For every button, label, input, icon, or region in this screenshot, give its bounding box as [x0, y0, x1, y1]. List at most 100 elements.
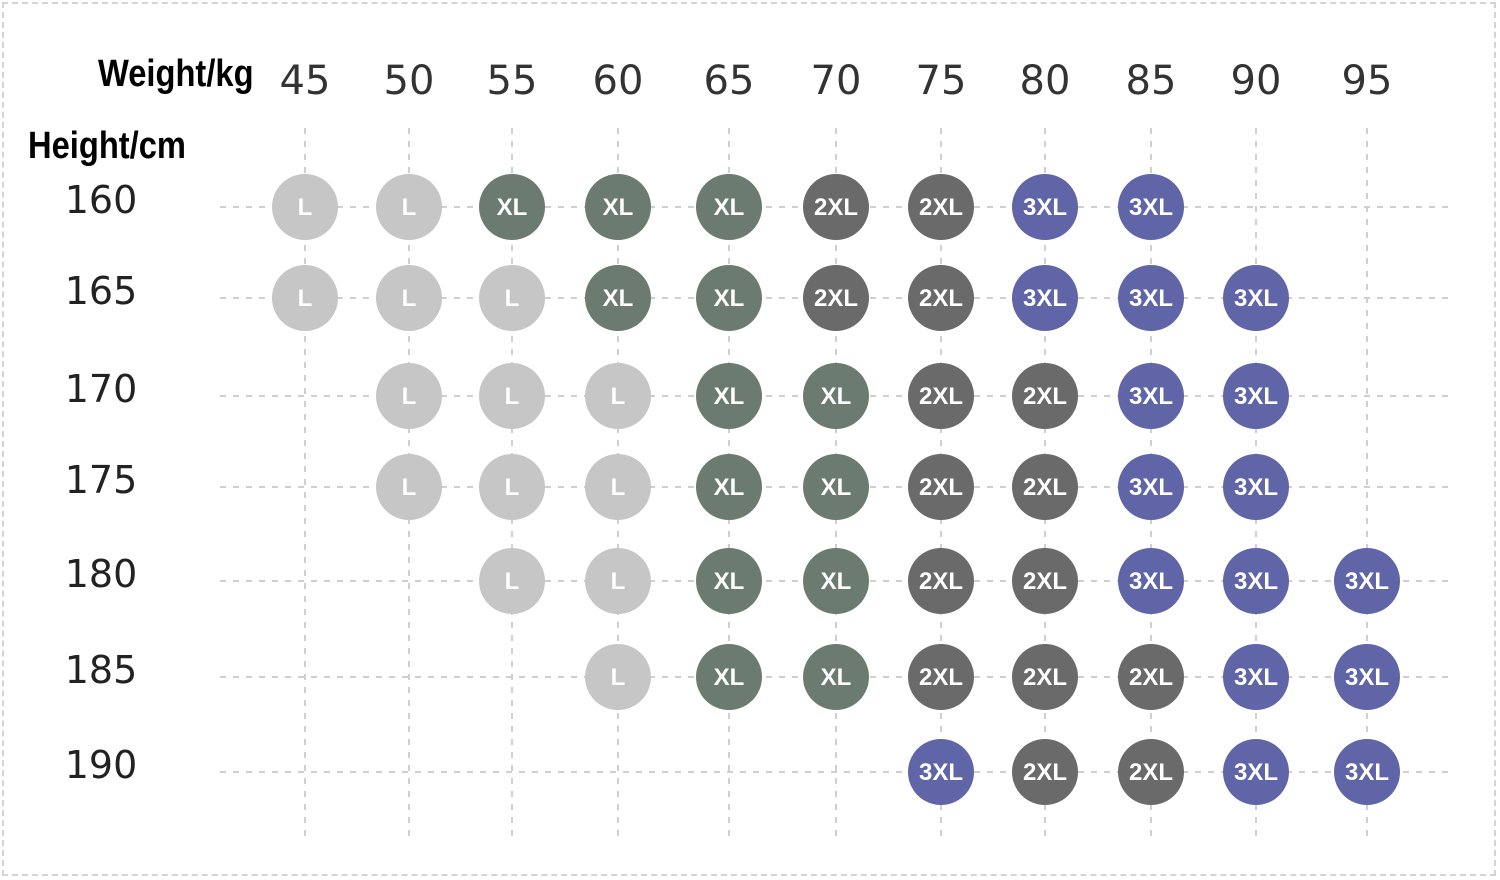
size-marker	[376, 265, 442, 331]
size-marker	[696, 548, 762, 614]
size-marker	[1334, 548, 1400, 614]
size-label: 3XL	[1129, 474, 1173, 501]
size-marker	[585, 174, 651, 240]
size-marker	[1118, 454, 1184, 520]
x-tick-label: 50	[384, 58, 435, 104]
size-marker	[803, 644, 869, 710]
y-tick-label: 160	[65, 178, 138, 222]
size-label: 2XL	[814, 194, 858, 221]
size-label: 3XL	[1234, 383, 1278, 410]
size-label: 3XL	[1234, 664, 1278, 691]
size-label: 2XL	[919, 568, 963, 595]
size-marker	[479, 174, 545, 240]
size-label: 2XL	[814, 285, 858, 312]
size-label: 3XL	[1345, 759, 1389, 786]
y-tick-label: 175	[65, 458, 138, 502]
size-marker	[585, 548, 651, 614]
size-marker	[908, 548, 974, 614]
size-label: 3XL	[1234, 474, 1278, 501]
size-marker	[479, 363, 545, 429]
size-label: 3XL	[1345, 664, 1389, 691]
size-label: L	[505, 474, 520, 501]
size-marker	[908, 644, 974, 710]
size-label: 3XL	[1129, 568, 1173, 595]
size-marker	[585, 363, 651, 429]
size-marker	[696, 363, 762, 429]
size-label: 2XL	[1023, 383, 1067, 410]
size-label: XL	[714, 383, 745, 410]
size-label: 2XL	[1129, 759, 1173, 786]
size-label: 2XL	[1023, 474, 1067, 501]
size-marker	[908, 265, 974, 331]
y-tick-label: 180	[65, 552, 138, 596]
size-label: 3XL	[919, 759, 963, 786]
size-marker	[1118, 363, 1184, 429]
size-label: 3XL	[1129, 285, 1173, 312]
size-marker	[696, 265, 762, 331]
y-tick-label: 170	[65, 367, 138, 411]
x-tick-label: 65	[704, 58, 755, 104]
size-label: 3XL	[1023, 285, 1067, 312]
size-label: L	[402, 383, 417, 410]
size-marker	[1012, 644, 1078, 710]
size-marker	[376, 174, 442, 240]
size-label: L	[298, 285, 313, 312]
size-marker	[803, 454, 869, 520]
size-marker	[696, 644, 762, 710]
size-marker	[1012, 454, 1078, 520]
size-marker	[1334, 644, 1400, 710]
size-label: 3XL	[1234, 285, 1278, 312]
size-label: 2XL	[919, 664, 963, 691]
size-marker	[585, 644, 651, 710]
size-label: 2XL	[1023, 664, 1067, 691]
x-tick-label: 85	[1126, 58, 1177, 104]
size-marker	[908, 739, 974, 805]
size-label: 3XL	[1129, 194, 1173, 221]
size-marker	[1012, 174, 1078, 240]
size-label: L	[505, 285, 520, 312]
size-marker	[479, 265, 545, 331]
size-marker	[1223, 739, 1289, 805]
size-label: 3XL	[1234, 759, 1278, 786]
y-tick-label: 165	[65, 269, 138, 313]
size-marker	[585, 265, 651, 331]
size-label: 2XL	[919, 474, 963, 501]
size-label: XL	[603, 285, 634, 312]
size-label: 2XL	[1129, 664, 1173, 691]
size-label: XL	[821, 568, 852, 595]
y-axis-title: Height/cm	[28, 125, 186, 167]
size-label: XL	[714, 285, 745, 312]
size-label: XL	[714, 194, 745, 221]
size-label: XL	[714, 664, 745, 691]
size-marker	[1118, 548, 1184, 614]
size-label: L	[611, 664, 626, 691]
size-label: XL	[821, 664, 852, 691]
size-marker	[1223, 363, 1289, 429]
size-marker	[376, 454, 442, 520]
size-marker	[803, 363, 869, 429]
x-tick-label: 55	[487, 58, 538, 104]
size-label: XL	[714, 474, 745, 501]
x-tick-label: 80	[1020, 58, 1071, 104]
size-label: 3XL	[1234, 568, 1278, 595]
size-label: XL	[821, 383, 852, 410]
size-marker	[696, 454, 762, 520]
size-label: L	[611, 383, 626, 410]
size-marker	[272, 174, 338, 240]
size-label: L	[402, 194, 417, 221]
size-marker	[696, 174, 762, 240]
size-label: L	[402, 285, 417, 312]
x-tick-label: 60	[593, 58, 644, 104]
size-label: XL	[497, 194, 528, 221]
x-tick-label: 75	[916, 58, 967, 104]
size-marker	[1012, 548, 1078, 614]
y-tick-label: 185	[65, 648, 138, 692]
size-marker	[1118, 644, 1184, 710]
x-tick-label: 45	[280, 58, 331, 104]
size-marker	[908, 454, 974, 520]
size-marker	[376, 363, 442, 429]
size-label: 2XL	[1023, 759, 1067, 786]
size-marker	[803, 548, 869, 614]
